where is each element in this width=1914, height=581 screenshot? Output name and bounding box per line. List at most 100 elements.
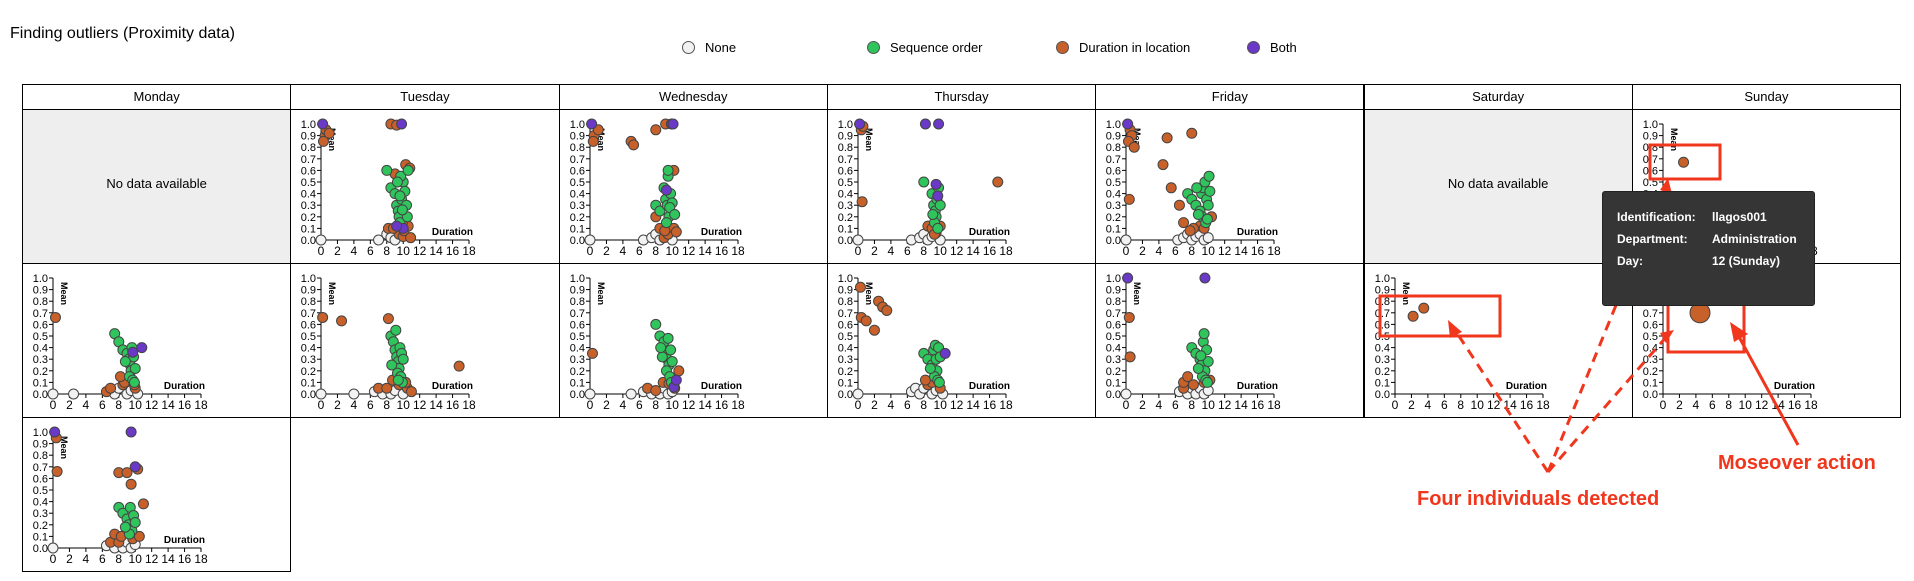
- data-point-none[interactable]: [584, 234, 596, 246]
- data-point-none[interactable]: [852, 234, 864, 246]
- data-point-dur[interactable]: [670, 226, 682, 238]
- data-point-none[interactable]: [315, 234, 327, 246]
- data-point-dur[interactable]: [1178, 217, 1190, 229]
- data-point-dur[interactable]: [406, 386, 418, 398]
- data-point-both[interactable]: [49, 426, 61, 438]
- panel-friday-week-1[interactable]: 0 2 4 6 8 10 12 14 16 18 0.0 0.1 0.2 0.3 0.4 0.5 0.6 0.7 0…: [1095, 109, 1365, 264]
- data-point-dur[interactable]: [121, 467, 133, 479]
- data-point-both[interactable]: [136, 342, 148, 354]
- data-point-dur[interactable]: [649, 385, 661, 397]
- data-point-dur[interactable]: [125, 478, 137, 490]
- data-point-dur[interactable]: [405, 232, 417, 244]
- data-point-seq[interactable]: [1191, 182, 1203, 194]
- data-point-none[interactable]: [852, 388, 864, 400]
- data-point-seq[interactable]: [129, 362, 141, 374]
- data-point-dur[interactable]: [1124, 351, 1136, 363]
- panel-tuesday-week-1[interactable]: 0 2 4 6 8 10 12 14 16 18 0.0 0.1 0.2 0.3 0.4 0.5 0.6 0.7 0…: [290, 109, 560, 264]
- data-point-seq[interactable]: [1204, 185, 1216, 197]
- data-point-dur[interactable]: [587, 135, 599, 147]
- data-point-seq[interactable]: [398, 353, 410, 365]
- data-point-dur[interactable]: [1407, 310, 1419, 322]
- data-point-seq[interactable]: [397, 204, 409, 216]
- data-point-dur[interactable]: [51, 465, 63, 477]
- data-point-seq[interactable]: [668, 208, 680, 220]
- data-point-seq[interactable]: [1193, 362, 1205, 374]
- data-point-seq[interactable]: [128, 376, 140, 388]
- panel-monday-week-1[interactable]: No data available: [22, 109, 292, 264]
- data-point-dur[interactable]: [1161, 132, 1173, 144]
- data-point-seq[interactable]: [924, 362, 936, 374]
- data-point-both[interactable]: [1199, 272, 1211, 284]
- data-point-dur[interactable]: [860, 315, 872, 327]
- data-point-both[interactable]: [670, 374, 682, 386]
- data-point-none[interactable]: [373, 234, 385, 246]
- data-point-seq[interactable]: [662, 164, 674, 176]
- data-point-none[interactable]: [348, 388, 360, 400]
- data-point-both[interactable]: [125, 426, 137, 438]
- data-point-dur[interactable]: [1128, 141, 1140, 153]
- data-point-dur[interactable]: [383, 313, 395, 325]
- panel-monday-week-3[interactable]: 0 2 4 6 8 10 12 14 16 18 0.0 0.1 0.2 0.3 0.4 0.5 0.6 0.7 0…: [22, 417, 292, 572]
- data-point-both[interactable]: [930, 178, 942, 190]
- data-point-dur[interactable]: [1186, 127, 1198, 139]
- data-point-seq[interactable]: [1193, 208, 1205, 220]
- data-point-seq[interactable]: [119, 521, 131, 533]
- data-point-seq[interactable]: [386, 359, 398, 371]
- data-point-none[interactable]: [625, 388, 637, 400]
- data-point-dur[interactable]: [317, 311, 329, 323]
- data-point-dur[interactable]: [1182, 371, 1194, 383]
- data-point-both[interactable]: [396, 118, 408, 130]
- data-point-dur[interactable]: [868, 324, 880, 336]
- data-point-dur[interactable]: [881, 304, 893, 316]
- data-point-seq[interactable]: [1202, 213, 1214, 225]
- data-point-dur[interactable]: [1123, 193, 1135, 205]
- data-point-seq[interactable]: [933, 376, 945, 388]
- panel-thursday-week-1[interactable]: 0 2 4 6 8 10 12 14 16 18 0.0 0.1 0.2 0.3 0.4 0.5 0.6 0.7 0…: [826, 109, 1097, 264]
- data-point-dur[interactable]: [318, 135, 330, 147]
- data-point-dur[interactable]: [105, 382, 117, 394]
- data-point-both[interactable]: [932, 190, 944, 202]
- data-point-both[interactable]: [854, 118, 866, 130]
- data-point-both[interactable]: [919, 118, 931, 130]
- data-point-dur[interactable]: [381, 382, 393, 394]
- data-point-seq[interactable]: [1195, 350, 1207, 362]
- data-point-both[interactable]: [129, 461, 141, 473]
- data-point-dur[interactable]: [1677, 156, 1689, 168]
- data-point-dur[interactable]: [1188, 379, 1200, 391]
- data-point-seq[interactable]: [393, 374, 405, 386]
- panel-saturday-week-1[interactable]: No data available: [1363, 109, 1633, 264]
- panel-saturday-week-2[interactable]: 0 2 4 6 8 10 12 14 16 18 0.0 0.1 0.2 0.3 0.4 0.5 0.6 0.7 0…: [1363, 263, 1633, 418]
- data-point-seq[interactable]: [394, 190, 406, 202]
- data-point-both[interactable]: [932, 118, 944, 130]
- data-point-none[interactable]: [68, 388, 80, 400]
- data-point-seq[interactable]: [1203, 170, 1215, 182]
- data-point-dur[interactable]: [137, 498, 149, 510]
- panel-friday-week-2[interactable]: 0 2 4 6 8 10 12 14 16 18 0.0 0.1 0.2 0.3 0.4 0.5 0.6 0.7 0…: [1095, 263, 1365, 418]
- data-point-seq[interactable]: [918, 176, 930, 188]
- data-point-dur[interactable]: [992, 176, 1004, 188]
- data-point-seq[interactable]: [662, 332, 674, 344]
- panel-thursday-week-2[interactable]: 0 2 4 6 8 10 12 14 16 18 0.0 0.1 0.2 0.3 0.4 0.5 0.6 0.7 0…: [826, 263, 1097, 418]
- data-point-none[interactable]: [47, 388, 59, 400]
- data-point-none[interactable]: [1120, 388, 1132, 400]
- data-point-dur[interactable]: [649, 124, 661, 136]
- data-point-seq[interactable]: [381, 164, 393, 176]
- data-point-dur[interactable]: [586, 347, 598, 359]
- data-point-dur[interactable]: [1417, 302, 1429, 314]
- data-point-seq[interactable]: [654, 342, 666, 354]
- data-point-dur[interactable]: [453, 360, 465, 372]
- data-point-dur[interactable]: [1174, 199, 1186, 211]
- data-point-seq[interactable]: [392, 176, 404, 188]
- data-point-none[interactable]: [1120, 234, 1132, 246]
- data-point-dur[interactable]: [1165, 182, 1177, 194]
- data-point-dur[interactable]: [627, 139, 639, 151]
- data-point-both[interactable]: [667, 118, 679, 130]
- data-point-dur[interactable]: [49, 311, 61, 323]
- data-point-seq[interactable]: [932, 222, 944, 234]
- data-point-dur[interactable]: [856, 196, 868, 208]
- data-point-seq[interactable]: [119, 356, 131, 368]
- data-point-dur[interactable]: [1123, 311, 1135, 323]
- data-point-both[interactable]: [660, 184, 672, 196]
- data-point-both[interactable]: [127, 346, 139, 358]
- data-point-both[interactable]: [317, 118, 329, 130]
